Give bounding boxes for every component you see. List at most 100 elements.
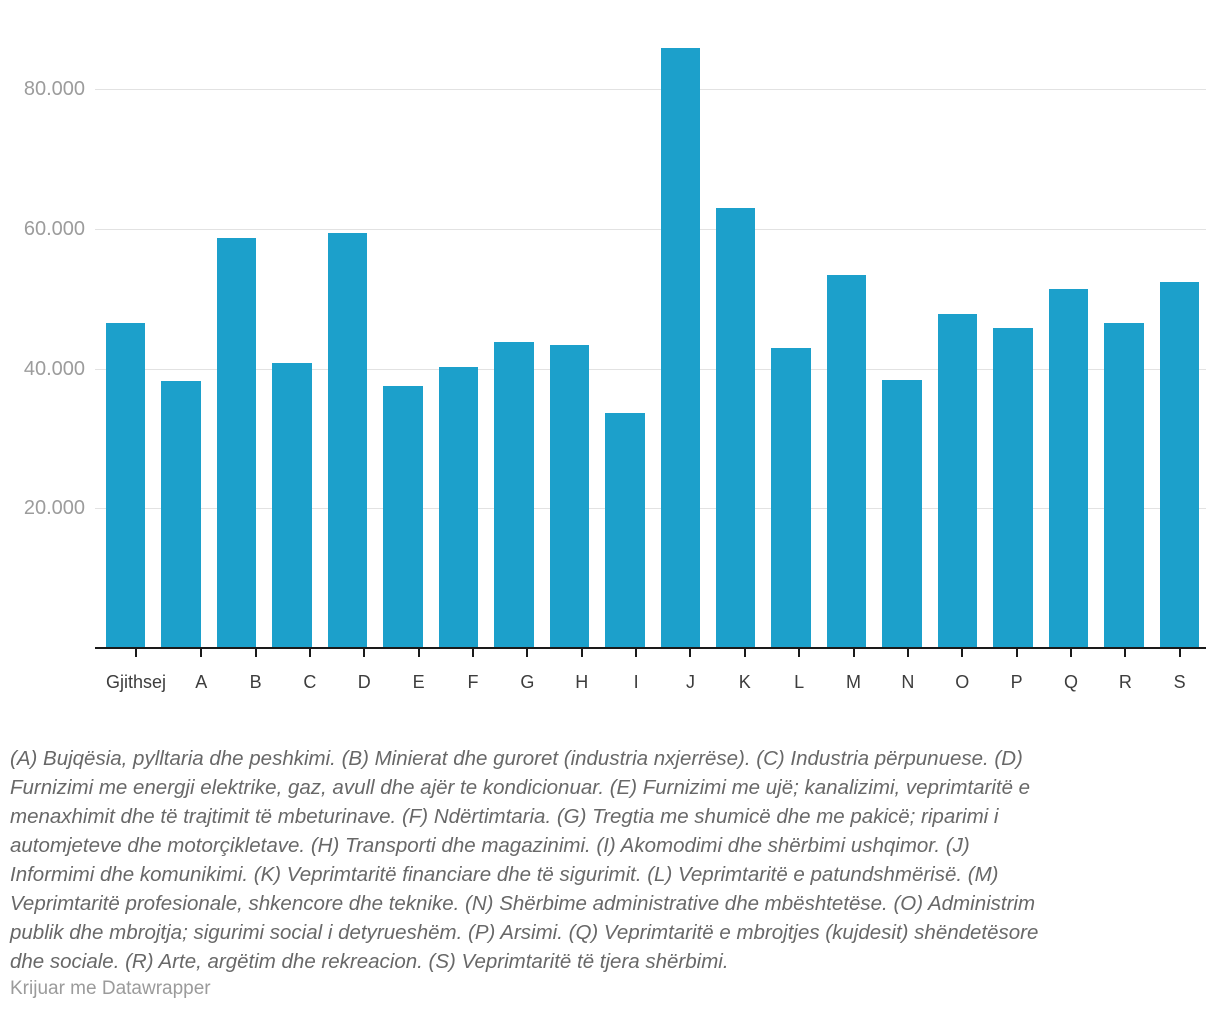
footnote-line: Informimi dhe komunikimi. (K) Veprimtari… (10, 863, 999, 886)
x-axis-category-M: M (834, 649, 872, 695)
bar-N[interactable] (882, 380, 922, 648)
bar-H[interactable] (549, 345, 590, 648)
x-axis-tick (798, 649, 801, 657)
bar-E[interactable] (383, 386, 423, 648)
x-axis-category-O: O (943, 649, 981, 695)
x-axis-category-R: R (1106, 649, 1144, 695)
x-axis: Gjithsej A B C D E F G H I J K L M N O P Q R S (106, 649, 1199, 695)
x-axis-tick (417, 649, 420, 657)
gridline-80000 (95, 89, 1206, 90)
x-axis-tick (308, 649, 311, 657)
x-axis-category-J: J (671, 649, 709, 695)
x-axis-label: E (412, 672, 425, 692)
bar-O[interactable] (937, 313, 978, 648)
bar-G[interactable] (494, 341, 534, 648)
bar-F[interactable] (438, 366, 479, 648)
x-axis-category-B: B (236, 649, 274, 695)
x-axis-label: I (633, 672, 639, 692)
bar-L[interactable] (771, 347, 811, 648)
footnote: (A) Bujqësia, pylltaria dhe peshkimi. (B… (10, 744, 1215, 976)
bar-K[interactable] (715, 208, 756, 648)
x-axis-tick (526, 649, 529, 657)
x-axis-tick (1178, 649, 1181, 657)
x-axis-label: C (303, 672, 317, 692)
x-axis-category-C: C (291, 649, 329, 695)
bar-S[interactable] (1159, 282, 1200, 648)
y-axis-tick-label: 20.000 (23, 497, 85, 519)
x-axis-label: F (467, 672, 479, 692)
footnote-line: Veprimtaritë profesionale, shkencore dhe… (10, 892, 1036, 915)
bar-I[interactable] (605, 412, 645, 648)
x-axis-label: Gjithsej (106, 672, 167, 692)
x-axis-category-Q: Q (1052, 649, 1090, 695)
x-axis-label: S (1173, 672, 1186, 692)
bar-P[interactable] (993, 328, 1033, 648)
x-axis-label: L (794, 672, 805, 692)
y-axis-tick-label: 40.000 (23, 358, 85, 380)
bar-Gjithsej[interactable] (106, 322, 146, 648)
gridline-60000 (95, 229, 1206, 230)
bars-group (106, 0, 1200, 648)
x-axis-label: O (955, 672, 970, 692)
bar-J[interactable] (660, 47, 700, 648)
bar-D[interactable] (327, 233, 368, 648)
bar-chart-plot: 80.000 60.000 40.000 20.000 (23, 0, 1206, 649)
x-axis-label: M (846, 672, 862, 692)
x-axis-category-G: G (508, 649, 546, 695)
footnote-line: dhe sociale. (R) Arte, argëtim dhe rekre… (10, 950, 729, 973)
x-axis-tick (689, 649, 692, 657)
x-axis-category-I: I (617, 649, 655, 695)
bar-M[interactable] (826, 274, 867, 648)
x-axis-tick (852, 649, 855, 657)
x-axis-tick (200, 649, 203, 657)
gridline-40000 (95, 369, 1206, 370)
x-axis-category-L: L (780, 649, 818, 695)
footnote-line: menaxhimit dhe të trajtimit të mbeturina… (10, 805, 999, 828)
x-axis-label: B (249, 672, 262, 692)
x-axis-category-K: K (726, 649, 764, 695)
x-axis-category-Gjithsej: Gjithsej (106, 649, 166, 695)
bar-R[interactable] (1104, 322, 1144, 648)
x-axis-category-D: D (345, 649, 383, 695)
x-axis-category-E: E (399, 649, 437, 695)
x-axis-label: D (357, 672, 371, 692)
x-axis-tick (906, 649, 909, 657)
x-axis-tick (1069, 649, 1072, 657)
footnote-line: automjeteve dhe motorçikletave. (H) Tran… (10, 834, 970, 857)
x-axis-label: G (520, 672, 535, 692)
x-axis-tick (580, 649, 583, 657)
bar-B[interactable] (216, 237, 257, 648)
bar-A[interactable] (161, 380, 201, 648)
bar-C[interactable] (272, 362, 312, 648)
x-axis-category-N: N (889, 649, 927, 695)
footnote-line: Furnizimi me energji elektrike, gaz, avu… (10, 776, 1031, 799)
x-axis-category-H: H (563, 649, 601, 695)
x-axis-tick (743, 649, 746, 657)
x-axis-tick (472, 649, 474, 657)
x-axis-label: R (1118, 672, 1132, 692)
y-axis-tick-label: 80.000 (23, 78, 85, 100)
x-axis-label: K (738, 672, 751, 692)
x-axis-label: P (1010, 672, 1023, 692)
x-axis-tick (635, 649, 638, 657)
footnote-line: (A) Bujqësia, pylltaria dhe peshkimi. (B… (10, 747, 1023, 770)
x-axis-tick (363, 649, 366, 657)
x-axis-tick (961, 649, 964, 657)
datawrapper-credit: Krijuar me Datawrapper (10, 978, 211, 999)
x-axis-label: H (575, 672, 589, 692)
gridline-20000 (95, 508, 1206, 509)
footnote-line: publik dhe mbrojtja; sigurimi social i d… (10, 921, 1039, 944)
x-axis-category-F: F (454, 649, 492, 695)
x-axis-label: A (195, 672, 208, 692)
x-axis-category-P: P (997, 649, 1035, 695)
bar-Q[interactable] (1048, 289, 1089, 648)
x-axis-tick (254, 649, 257, 657)
x-axis-line (95, 647, 1206, 649)
x-axis-tick (1015, 649, 1018, 657)
x-axis-category-A: A (182, 649, 220, 695)
x-axis-label: J (685, 672, 695, 692)
x-axis-category-S: S (1161, 649, 1199, 695)
x-axis-tick (1124, 649, 1127, 657)
y-axis-tick-label: 60.000 (23, 218, 85, 240)
x-axis-label: Q (1063, 672, 1078, 692)
